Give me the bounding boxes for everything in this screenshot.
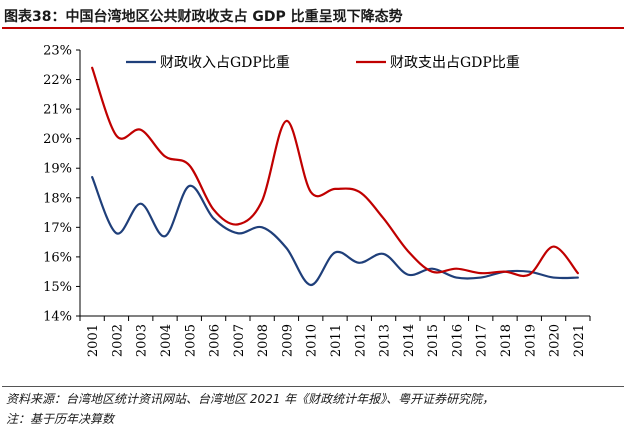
x-tick-label: 2020 <box>548 324 563 357</box>
y-tick-label: 16% <box>43 250 72 265</box>
chart-axes: 14% 15% 16% 17% 18% 19% 20% 21% 22% 23% 2001 2002 20… <box>43 44 591 357</box>
x-tick-label: 2003 <box>135 324 150 357</box>
legend-label: 财政收入占GDP比重 <box>160 55 290 71</box>
series-line <box>91 175 579 287</box>
x-tick-label: 2002 <box>110 324 125 357</box>
x-tick-label: 2006 <box>208 324 223 357</box>
y-tick-label: 21% <box>43 103 72 118</box>
y-tick-label: 15% <box>43 280 72 295</box>
x-tick-label: 2018 <box>499 324 514 357</box>
x-tick-label: 2001 <box>86 324 101 357</box>
chart-legend: 财政收入占GDP比重 财政支出占GDP比重 <box>126 55 520 71</box>
y-tick-label: 23% <box>43 44 72 59</box>
x-tick-label: 2015 <box>426 324 441 357</box>
y-tick-label: 19% <box>43 162 72 177</box>
y-tick-label: 20% <box>43 132 72 147</box>
title-divider <box>2 27 624 29</box>
source-note: 资料来源：台湾地区统计资讯网站、台湾地区 2021 年《财政统计年报》、粤开证券… <box>6 392 495 406</box>
x-tick-label: 2012 <box>353 324 368 357</box>
x-tick-label: 2007 <box>232 324 247 357</box>
chart-title: 图表38：中国台湾地区公共财政收支占 GDP 比重呈现下降态势 <box>4 9 403 25</box>
x-tick-label: 2010 <box>305 324 320 357</box>
x-tick-label: 2014 <box>402 324 417 357</box>
x-tick-label: 2013 <box>378 324 393 357</box>
y-tick-label: 18% <box>43 191 72 206</box>
x-tick-label: 2017 <box>475 324 490 357</box>
x-tick-label: 2011 <box>329 324 344 357</box>
x-tick-label: 2021 <box>572 324 587 357</box>
y-tick-label: 22% <box>43 73 72 88</box>
y-tick-label: 14% <box>43 310 72 325</box>
legend-label: 财政支出占GDP比重 <box>390 55 520 71</box>
series-line <box>91 66 579 278</box>
y-tick-label: 17% <box>43 221 72 236</box>
series-revenue <box>91 175 579 287</box>
x-tick-label: 2008 <box>256 324 271 357</box>
x-tick-label: 2004 <box>159 324 174 357</box>
footnote: 注：基于历年决算数 <box>6 412 115 426</box>
x-tick-label: 2019 <box>523 324 538 357</box>
x-tick-label: 2005 <box>183 324 198 357</box>
chart-series-layer <box>91 66 579 287</box>
series-expenditure <box>91 66 579 278</box>
x-tick-label: 2009 <box>280 324 295 357</box>
line-chart: 14% 15% 16% 17% 18% 19% 20% 21% 22% 23% 2001 2002 20… <box>43 44 591 357</box>
x-tick-label: 2016 <box>450 324 465 357</box>
footer-divider <box>2 386 624 387</box>
